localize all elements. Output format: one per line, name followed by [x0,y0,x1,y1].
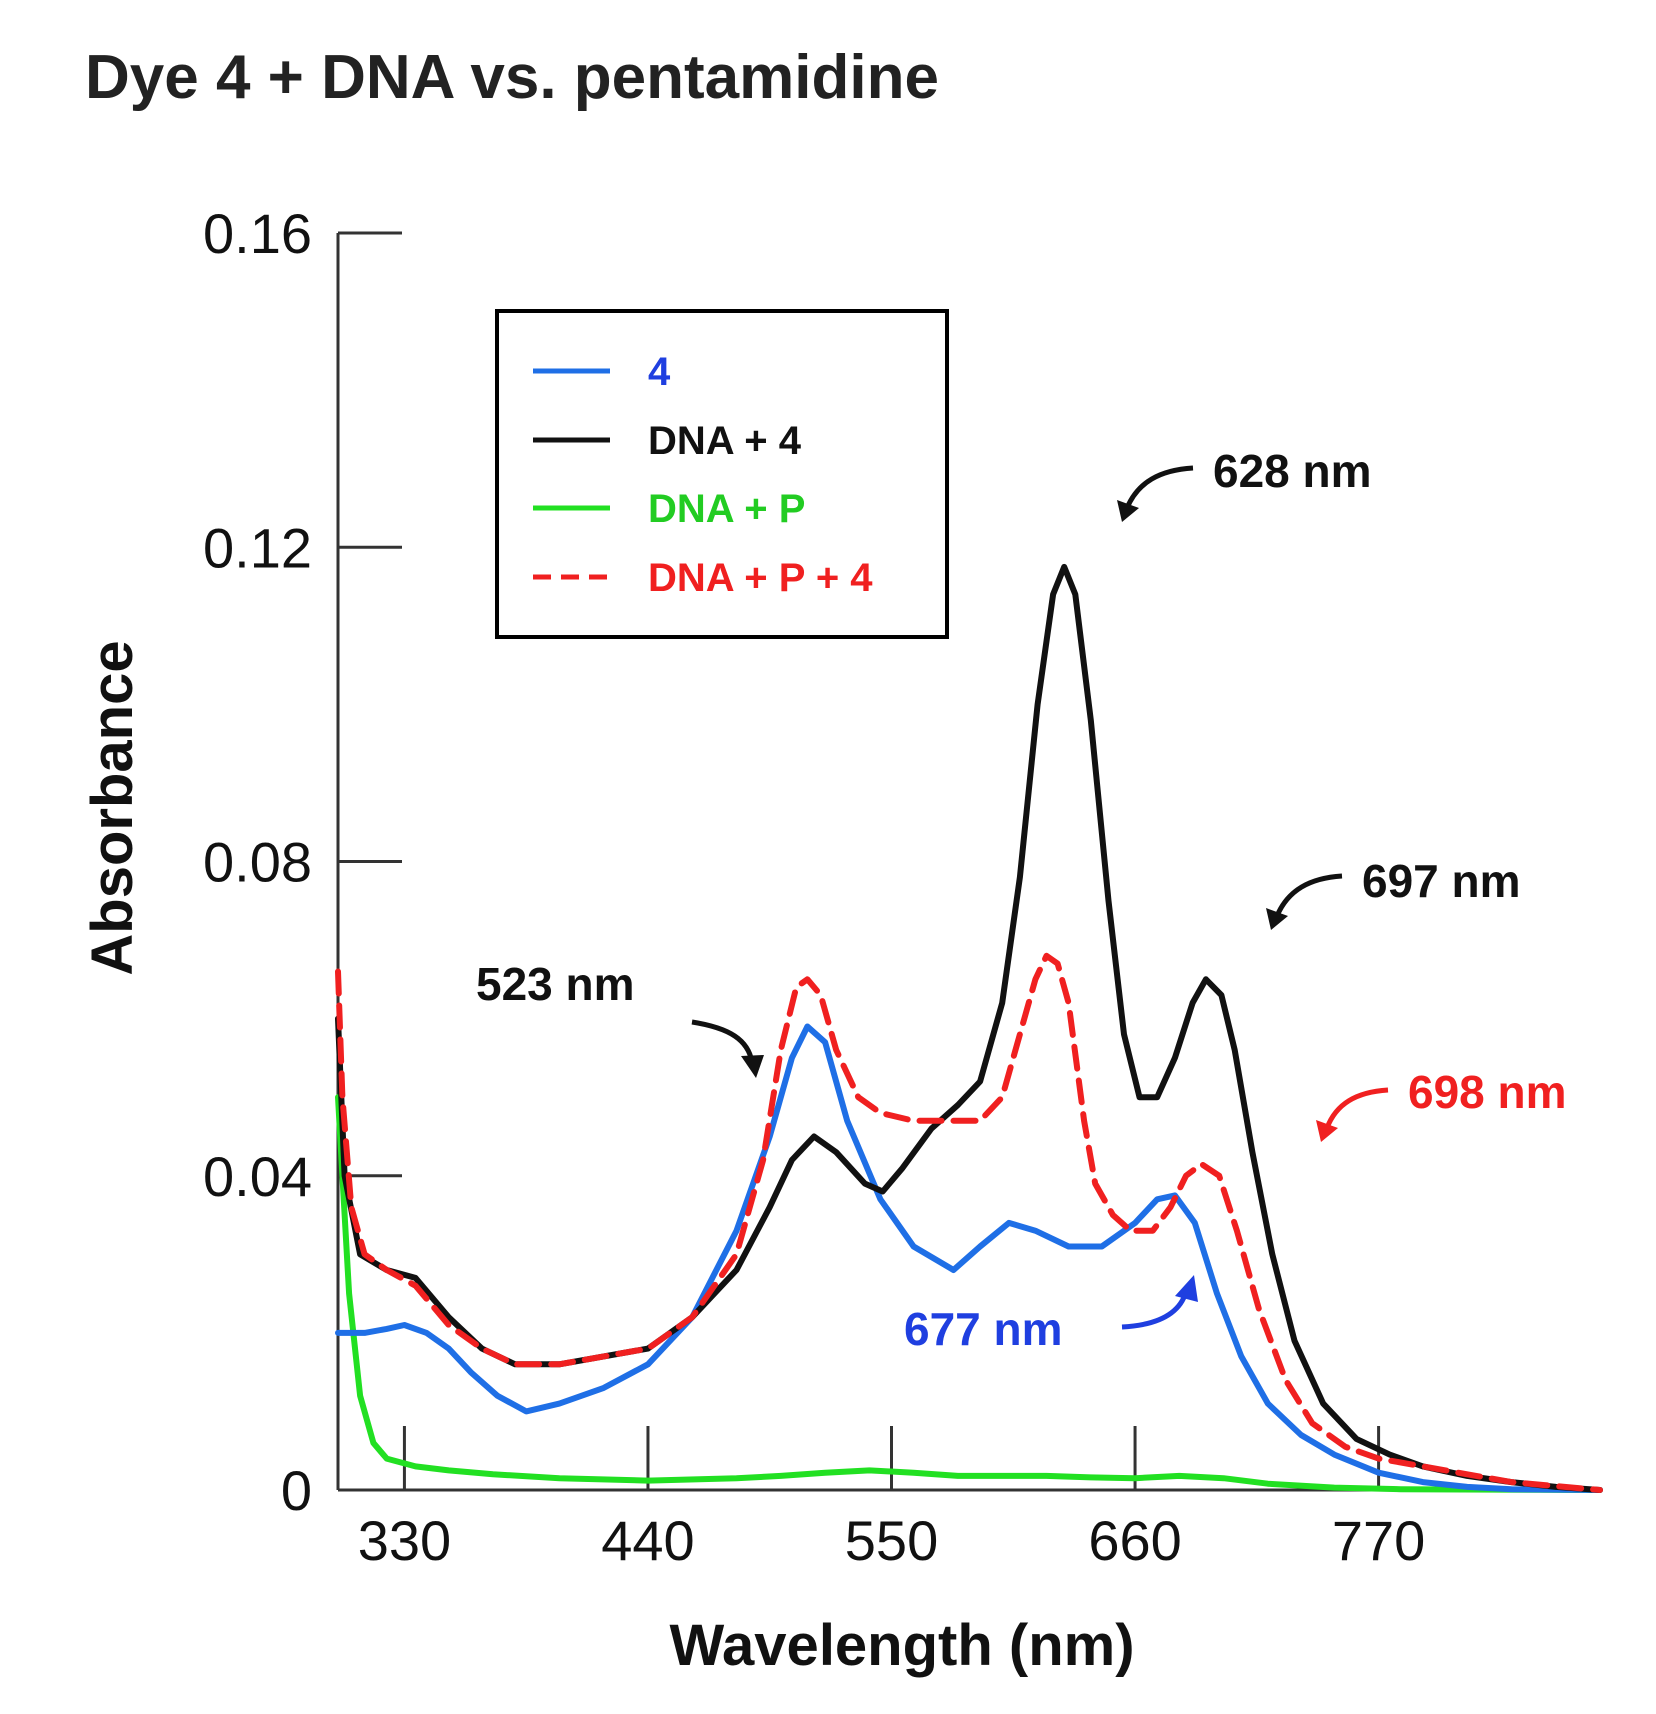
series-line-dna-p-4 [335,952,1603,1493]
annotation-697nm-arrow [1274,873,1343,918]
legend-label-4: 4 [648,350,671,394]
x-tick-label: 660 [1088,1509,1181,1572]
annotation-523nm-arrowhead [741,1055,764,1078]
y-tick-label: 0.04 [203,1145,312,1208]
axes: 0 0.04 0.08 0.12 0.16 330 440 550 660 770 [203,202,1600,1572]
legend-label-dna-4: DNA + 4 [648,419,802,463]
y-tick-label: 0.12 [203,516,312,579]
annotation-698nm: 698 nm [1408,1066,1567,1118]
legend: 4 DNA + 4 DNA + P DNA + P + 4 [495,309,949,639]
annotation-677nm-arrow [1121,1291,1189,1330]
legend-label-dna-p-4: DNA + P + 4 [648,556,873,600]
y-tick-label: 0 [281,1459,312,1522]
x-axis-label: Wavelength (nm) [669,1613,1134,1678]
series-line-4 [335,1023,1603,1493]
annotations: 628 nm 697 nm 523 nm 698 nm 677 nm [476,445,1567,1355]
x-tick-label: 550 [845,1509,938,1572]
annotation-677nm-arrowhead [1175,1275,1198,1302]
annotation-628nm-arrow [1124,465,1194,510]
y-tick-label: 0.16 [203,202,312,265]
annotation-698nm-arrow [1324,1087,1389,1129]
annotation-698nm-arrowhead [1316,1120,1338,1142]
y-axis-label: Absorbance [80,640,145,975]
annotation-628nm: 628 nm [1213,445,1372,497]
series-group [335,563,1603,1493]
x-tick-label: 440 [601,1509,694,1572]
y-tick-label: 0.08 [203,831,312,894]
series-line-dna-p [335,1094,1603,1493]
annotation-697nm-arrowhead [1266,908,1288,930]
annotation-523nm: 523 nm [476,958,635,1010]
x-tick-label: 330 [358,1509,451,1572]
x-tick-label: 770 [1332,1509,1425,1572]
chart-title: Dye 4 + DNA vs. pentamidine [85,43,939,112]
annotation-697nm: 697 nm [1362,855,1521,907]
annotation-677nm: 677 nm [904,1303,1063,1355]
legend-box [495,309,949,639]
legend-label-dna-p: DNA + P [648,487,805,531]
annotation-628nm-arrowhead [1117,500,1139,522]
